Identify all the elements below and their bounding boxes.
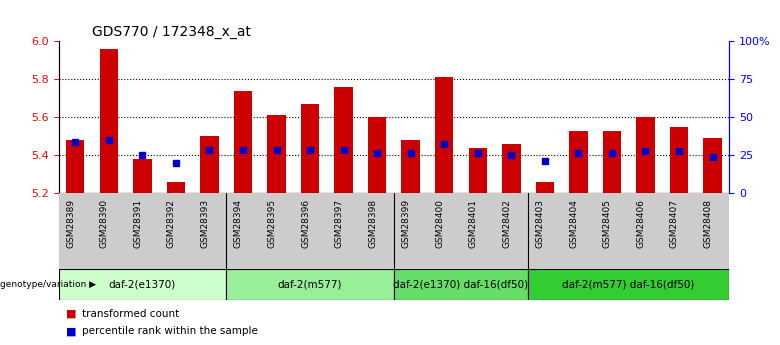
Text: GSM28408: GSM28408 (704, 199, 713, 248)
Text: percentile rank within the sample: percentile rank within the sample (82, 326, 257, 336)
Bar (402, 140, 420, 193)
Bar (58, 269, 226, 300)
Bar (133, 159, 151, 193)
Text: daf-2(m577): daf-2(m577) (278, 280, 342, 289)
Bar (66, 140, 84, 193)
Bar (502, 144, 520, 193)
Text: GSM28404: GSM28404 (569, 199, 579, 248)
Bar (704, 138, 722, 193)
Text: GSM28397: GSM28397 (335, 199, 344, 248)
Text: GSM28390: GSM28390 (100, 199, 109, 248)
Bar (469, 148, 487, 193)
Text: GSM28396: GSM28396 (301, 199, 310, 248)
Text: daf-2(m577) daf-16(df50): daf-2(m577) daf-16(df50) (562, 280, 695, 289)
Bar (234, 91, 252, 193)
Text: GSM28403: GSM28403 (536, 199, 544, 248)
Text: GSM28399: GSM28399 (402, 199, 411, 248)
Bar (636, 117, 654, 193)
Text: GSM28391: GSM28391 (133, 199, 143, 248)
Bar (670, 127, 688, 193)
Text: GSM28402: GSM28402 (502, 199, 512, 248)
Bar (301, 104, 319, 193)
Bar (368, 117, 386, 193)
Text: GSM28395: GSM28395 (268, 199, 277, 248)
Text: GSM28406: GSM28406 (636, 199, 646, 248)
Bar (536, 182, 554, 193)
Bar (435, 78, 453, 193)
Text: GSM28407: GSM28407 (670, 199, 679, 248)
Text: GDS770 / 172348_x_at: GDS770 / 172348_x_at (92, 25, 251, 39)
Text: GSM28394: GSM28394 (234, 199, 243, 248)
Bar (528, 269, 729, 300)
Bar (167, 182, 185, 193)
Bar (200, 136, 218, 193)
Text: daf-2(e1370) daf-16(df50): daf-2(e1370) daf-16(df50) (393, 280, 529, 289)
Text: daf-2(e1370): daf-2(e1370) (108, 280, 176, 289)
Bar (100, 49, 118, 193)
Bar (226, 269, 394, 300)
Text: GSM28389: GSM28389 (66, 199, 76, 248)
Text: GSM28400: GSM28400 (435, 199, 445, 248)
Bar (569, 131, 587, 193)
Text: ■: ■ (66, 309, 76, 319)
Text: GSM28401: GSM28401 (469, 199, 478, 248)
Bar (603, 131, 621, 193)
Text: transformed count: transformed count (82, 309, 179, 319)
Text: genotype/variation ▶: genotype/variation ▶ (0, 280, 96, 289)
Text: ■: ■ (66, 326, 76, 336)
Text: GSM28405: GSM28405 (603, 199, 612, 248)
Text: GSM28393: GSM28393 (200, 199, 210, 248)
Bar (394, 269, 528, 300)
Text: GSM28398: GSM28398 (368, 199, 378, 248)
Bar (268, 115, 285, 193)
Bar (335, 87, 353, 193)
Text: GSM28392: GSM28392 (167, 199, 176, 248)
